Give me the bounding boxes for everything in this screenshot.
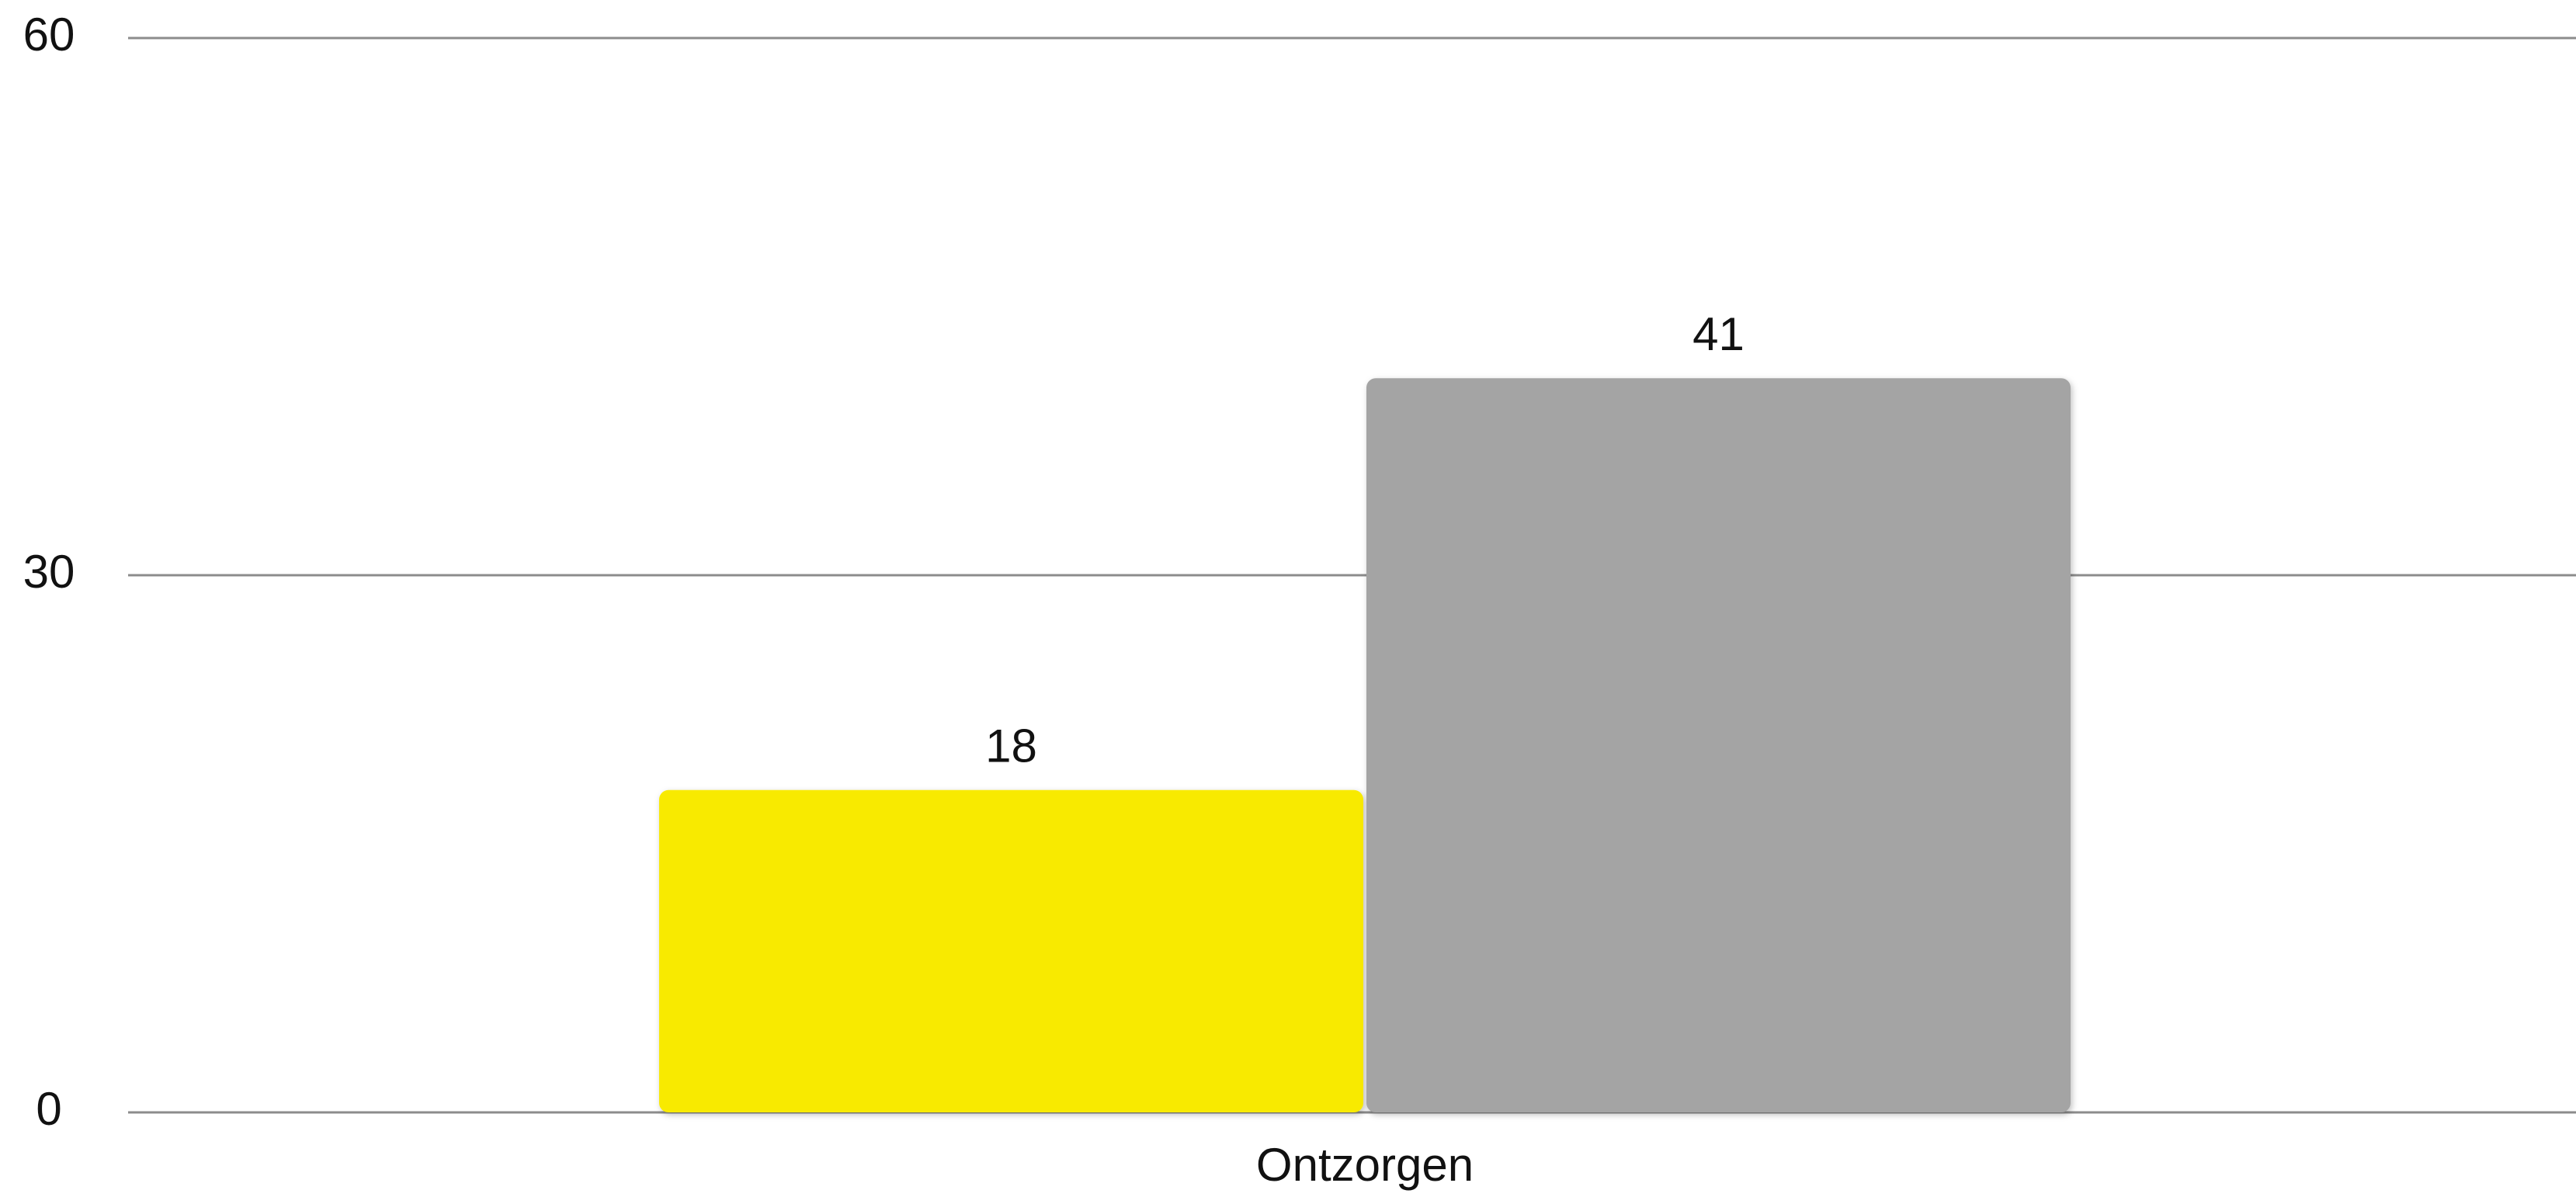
bar bbox=[1366, 378, 2071, 1112]
value-label: 41 bbox=[1692, 308, 1745, 360]
y-tick-label: 30 bbox=[23, 546, 75, 598]
y-tick-label: 0 bbox=[36, 1083, 61, 1135]
x-tick-label: Ontzorgen bbox=[1256, 1139, 1474, 1191]
y-tick-label: 60 bbox=[23, 9, 75, 61]
bar bbox=[659, 789, 1363, 1112]
value-label: 18 bbox=[985, 720, 1037, 772]
